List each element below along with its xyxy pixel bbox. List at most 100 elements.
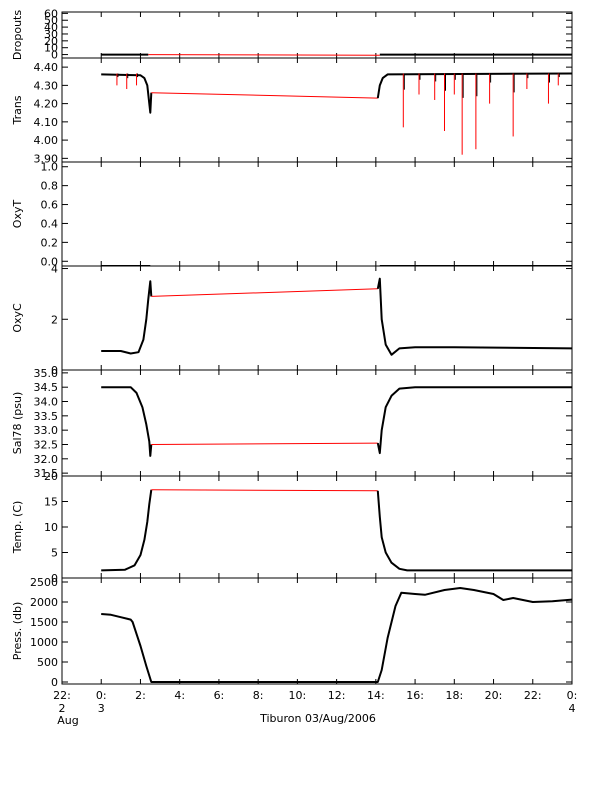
y-tick-label: 2 bbox=[51, 313, 58, 326]
x-tick-label: 22: bbox=[53, 689, 71, 702]
y-tick-label: 4.00 bbox=[34, 134, 59, 147]
y-axis-label: OxyT bbox=[11, 200, 24, 229]
panel-4: 0 2 4 OxyC bbox=[11, 263, 573, 377]
y-tick-label: 0.2 bbox=[41, 236, 59, 249]
panel-data bbox=[101, 72, 572, 155]
y-tick-label: 2000 bbox=[30, 596, 58, 609]
panel-data bbox=[101, 587, 572, 683]
y-tick-label: 500 bbox=[37, 656, 58, 669]
y-tick-label: 20 bbox=[44, 470, 58, 483]
series-line bbox=[376, 277, 572, 356]
y-tick-label: 50 bbox=[44, 14, 58, 27]
y-tick-label: 1000 bbox=[30, 636, 58, 649]
series-line bbox=[101, 489, 153, 572]
y-tick-label: 35.0 bbox=[34, 367, 59, 380]
y-tick-label: 34.5 bbox=[34, 381, 59, 394]
series-line bbox=[101, 587, 572, 683]
y-tick-label: 60 bbox=[44, 7, 58, 20]
x-tick-sublabel: 4 bbox=[569, 702, 576, 715]
series-line bbox=[151, 92, 378, 99]
y-tick-label: 0.6 bbox=[41, 199, 59, 212]
x-tick-label: 16: bbox=[406, 689, 424, 702]
panel-3: 0.0 0.2 0.4 0.6 0.8 1.0 OxyT bbox=[11, 161, 573, 268]
y-tick-label: 5 bbox=[51, 547, 58, 560]
panel-7: 0 500 1000 1500 2000 2500 Press. (db) bbox=[11, 576, 573, 689]
y-tick-label: 0.4 bbox=[41, 217, 59, 230]
y-tick-label: 10 bbox=[44, 42, 58, 55]
y-axis-label: Press. (db) bbox=[11, 602, 24, 661]
y-tick-label: 4.30 bbox=[34, 79, 59, 92]
series-line bbox=[376, 386, 572, 455]
y-axis-label: Temp. (C) bbox=[11, 501, 24, 555]
y-tick-label: 3.90 bbox=[34, 152, 59, 165]
x-tick-label: 12: bbox=[328, 689, 346, 702]
panels: 0102030405060Dropouts3.904.004.104.204.3… bbox=[11, 7, 573, 689]
y-axis-label: Dropouts bbox=[11, 10, 24, 60]
panel-data bbox=[101, 53, 572, 56]
x-tick-label: 18: bbox=[445, 689, 463, 702]
y-axis-label: Trans bbox=[11, 95, 24, 125]
panel-frame bbox=[61, 577, 573, 685]
panel-data bbox=[101, 489, 572, 572]
x-tick-sublabel: 2 bbox=[59, 702, 66, 715]
chart-title: Tiburon 03/Aug/2006 bbox=[259, 712, 376, 725]
panel-data bbox=[101, 277, 572, 356]
x-tick-sublabel: 3 bbox=[98, 702, 105, 715]
panel-2: 3.90 4.00 4.10 4.20 4.30 4.40 Trans bbox=[11, 57, 573, 165]
x-tick-label: 0: bbox=[96, 689, 107, 702]
y-tick-label: 10 bbox=[44, 521, 58, 534]
y-tick-label: 4.20 bbox=[34, 98, 59, 111]
series-line bbox=[101, 73, 153, 114]
y-axis-label: OxyC bbox=[11, 303, 24, 333]
series-line bbox=[101, 280, 153, 355]
series-line bbox=[151, 489, 378, 492]
y-tick-label: 40 bbox=[44, 21, 58, 34]
x-tick-label: 22: bbox=[524, 689, 542, 702]
series-line bbox=[101, 386, 153, 457]
y-tick-label: 30 bbox=[44, 28, 58, 41]
y-tick-label: 0 bbox=[51, 676, 58, 689]
x-tick-label: 6: bbox=[214, 689, 225, 702]
y-tick-label: 33.0 bbox=[34, 424, 59, 437]
panel-5: 31.532.0 32.533.033.534.0 34.535.0 Sal78 (p… bbox=[11, 367, 573, 480]
y-tick-label: 0 bbox=[51, 572, 58, 585]
panel-frame bbox=[61, 265, 573, 371]
y-tick-label: 32.0 bbox=[34, 453, 59, 466]
x-tick-label: 14: bbox=[367, 689, 385, 702]
panel-6: 0 5 10 15 20 Temp. (C) bbox=[11, 470, 573, 585]
y-tick-label: 32.5 bbox=[34, 438, 59, 451]
y-tick-label: 0 bbox=[51, 364, 58, 377]
y-tick-label: 34.0 bbox=[34, 396, 59, 409]
y-tick-label: 2500 bbox=[30, 576, 58, 589]
y-tick-label: 1500 bbox=[30, 616, 58, 629]
series-line bbox=[376, 72, 572, 99]
y-tick-label: 33.5 bbox=[34, 410, 59, 423]
panel-frame bbox=[61, 475, 573, 579]
series-line bbox=[151, 442, 378, 445]
y-axis-label: Sal78 (psu) bbox=[11, 392, 24, 455]
x-tick-label: 0: bbox=[567, 689, 578, 702]
x-tick-label: 10: bbox=[289, 689, 307, 702]
y-tick-label: 0.0 bbox=[41, 255, 59, 268]
y-tick-label: 1.0 bbox=[41, 161, 59, 174]
x-tick-label: 8: bbox=[253, 689, 264, 702]
y-tick-label: 31.5 bbox=[34, 467, 59, 480]
series-line bbox=[148, 54, 380, 56]
y-tick-label: 20 bbox=[44, 35, 58, 48]
panel-frame bbox=[61, 161, 573, 267]
x-tick-label: 2: bbox=[135, 689, 146, 702]
x-tick-label: 20: bbox=[485, 689, 503, 702]
x-tick-month: Aug bbox=[57, 714, 78, 727]
y-tick-label: 4.10 bbox=[34, 116, 59, 129]
y-tick-label: 0 bbox=[51, 49, 58, 62]
y-tick-label: 0.8 bbox=[41, 180, 59, 193]
y-tick-label: 4 bbox=[51, 263, 58, 276]
panel-frame bbox=[61, 369, 573, 477]
y-tick-label: 4.40 bbox=[34, 61, 59, 74]
x-tick-label: 4: bbox=[174, 689, 185, 702]
panel-data bbox=[101, 386, 572, 457]
panel-frame bbox=[61, 11, 573, 59]
